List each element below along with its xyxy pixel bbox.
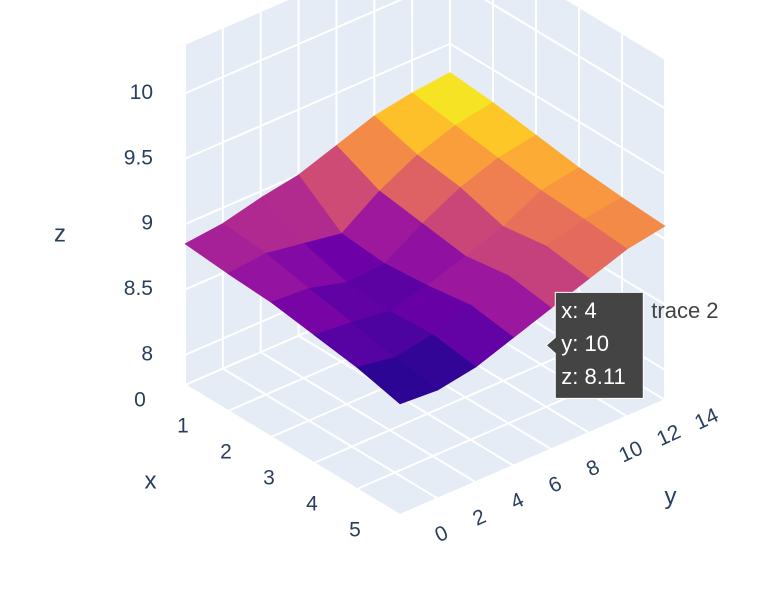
x-grid-line bbox=[399, 399, 666, 516]
y-grid-line bbox=[260, 351, 477, 483]
hover-trace-name: trace 2 bbox=[651, 298, 718, 323]
z-tick-label: 8.5 bbox=[124, 277, 153, 300]
z-grid-line bbox=[449, 42, 666, 175]
x-axis-title: x bbox=[145, 467, 157, 494]
y-tick-label: 2 bbox=[469, 505, 489, 531]
y-tick-label: 0 bbox=[431, 521, 451, 547]
y-grid-line bbox=[222, 367, 439, 500]
z-grid-line bbox=[483, 0, 666, 110]
surface bbox=[184, 72, 666, 405]
hover-y: y: 10 bbox=[561, 331, 609, 356]
z-axis-title: z bbox=[54, 220, 66, 247]
z-tick-label: 9.5 bbox=[124, 146, 153, 169]
hover-label: x: 4 y: 10 z: 8.11 trace 2 bbox=[545, 291, 719, 399]
hover-z: z: 8.11 bbox=[561, 364, 625, 389]
z-grid-line bbox=[184, 0, 403, 95]
surface-patch bbox=[356, 357, 439, 405]
x-tick-label: 5 bbox=[349, 519, 361, 542]
y-tick-label: 10 bbox=[615, 437, 646, 468]
z-tick-label: 8 bbox=[141, 342, 153, 365]
y-tick-label: 6 bbox=[545, 472, 565, 498]
x-grid-line bbox=[313, 347, 580, 464]
hover-box bbox=[545, 291, 644, 399]
y-tick-label: 4 bbox=[507, 488, 528, 514]
x-tick-label: 4 bbox=[306, 493, 318, 516]
y-grid-line bbox=[184, 384, 401, 516]
y-tick-label: 8 bbox=[583, 456, 603, 482]
hover-x: x: 4 bbox=[561, 298, 596, 323]
x-tick-label: 3 bbox=[263, 467, 275, 490]
z-tick-label: 9 bbox=[141, 212, 153, 235]
y-tick-label: 12 bbox=[653, 420, 684, 451]
z-tick-label: 10 bbox=[130, 81, 153, 104]
x-tick-label: 2 bbox=[220, 441, 232, 464]
z-grid-line bbox=[184, 42, 451, 160]
y-tick-label: 14 bbox=[691, 404, 722, 435]
y-axis-title: y bbox=[665, 483, 677, 510]
x-tick-label: 0 bbox=[134, 389, 146, 412]
x-tick-label: 1 bbox=[177, 415, 189, 438]
